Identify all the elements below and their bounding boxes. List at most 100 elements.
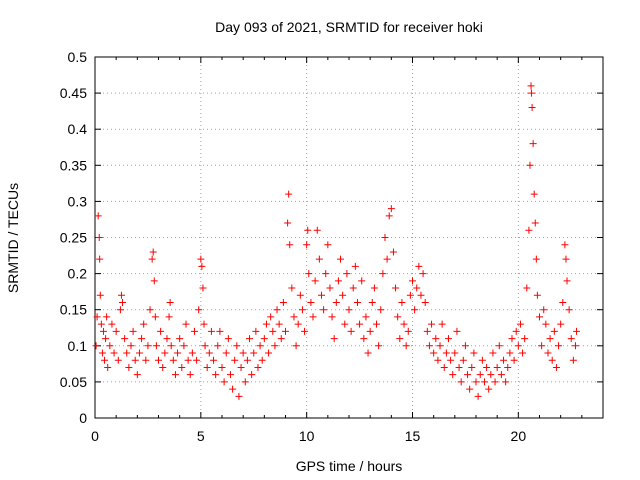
data-point-marker [404,327,412,335]
data-point-marker [531,219,539,227]
data-point-marker [252,327,260,335]
data-point-marker [305,270,313,278]
data-point-marker [198,262,206,270]
data-point-marker [138,335,146,343]
data-point-marker [226,371,234,379]
data-point-marker [144,342,152,350]
data-point-marker [417,291,425,299]
data-point-marker [292,342,300,350]
data-point-marker [434,356,442,364]
data-point-marker [512,327,520,335]
data-point-marker [112,327,120,335]
data-point-marker [530,190,538,198]
data-point-marker [555,342,563,350]
chart-title: Day 093 of 2021, SRMTID for receiver hok… [215,19,483,35]
data-point-marker [474,392,482,400]
data-point-marker [472,378,480,386]
data-point-marker [146,306,154,314]
data-point-marker [114,356,122,364]
y-tick-label: 0.2 [68,266,88,282]
data-point-marker [207,327,215,335]
data-point-marker [330,335,338,343]
data-point-marker [303,241,311,249]
data-point-marker [461,342,469,350]
data-point-marker [428,320,436,328]
data-point-marker [540,306,548,314]
data-point-marker [176,335,184,343]
data-point-marker [269,327,277,335]
data-point-marker [567,335,575,343]
data-point-marker [532,255,540,263]
data-point-marker [214,342,222,350]
data-point-marker [552,363,560,371]
data-point-marker [315,255,323,263]
data-point-marker [241,378,249,386]
data-point-marker [546,335,554,343]
data-point-marker [569,356,577,364]
data-point-marker [521,335,529,343]
data-point-marker [277,335,285,343]
y-tick-label: 0.15 [60,302,87,318]
data-point-marker [398,298,406,306]
data-point-marker [313,226,321,234]
data-point-marker [150,277,158,285]
data-point-marker [470,349,478,357]
data-point-marker [205,349,213,357]
data-point-marker [286,241,294,249]
data-point-marker [328,313,336,321]
data-point-marker [483,363,491,371]
data-point-marker [527,82,535,90]
data-point-marker [121,335,129,343]
data-point-marker [510,356,518,364]
data-point-marker [301,327,309,335]
data-point-marker [151,313,159,321]
data-point-marker [195,306,203,314]
data-point-marker [529,140,537,148]
data-point-marker [528,104,536,112]
data-point-marker [449,371,457,379]
grid-lines [95,57,603,418]
data-point-marker [337,255,345,263]
data-point-marker [447,356,455,364]
data-point-marker [288,284,296,292]
data-point-marker [563,277,571,285]
data-point-marker [495,342,503,350]
data-point-marker [125,363,133,371]
data-point-marker [201,342,209,350]
data-point-marker [559,298,567,306]
data-point-marker [224,335,232,343]
data-point-marker [334,277,342,285]
data-point-marker [444,335,452,343]
data-point-marker [362,313,370,321]
x-tick-label: 10 [299,428,315,444]
data-point-marker [377,306,385,314]
data-point-marker [163,335,171,343]
data-point-marker [389,248,397,256]
data-point-marker [504,363,512,371]
data-point-marker [421,298,429,306]
data-point-marker [212,371,220,379]
data-point-marker [169,356,177,364]
data-point-marker [200,320,208,328]
data-point-marker [453,327,461,335]
data-point-marker [250,349,258,357]
data-point-marker [370,284,378,292]
data-point-marker [285,190,293,198]
data-point-marker [262,320,270,328]
data-point-marker [396,335,404,343]
data-point-marker [497,371,505,379]
data-point-marker [415,262,423,270]
data-point-marker [116,306,124,314]
data-point-marker [550,327,558,335]
data-point-marker [322,270,330,278]
data-point-marker [347,327,355,335]
data-point-marker [478,356,486,364]
data-point-marker [155,356,162,364]
data-point-marker [258,356,266,364]
data-point-marker [423,327,431,335]
data-point-marker [542,320,550,328]
data-point-marker [379,270,387,278]
data-point-marker [525,226,533,234]
x-axis-ticks: 0 5 10 15 20 [91,57,583,444]
data-point-marker [284,219,292,227]
